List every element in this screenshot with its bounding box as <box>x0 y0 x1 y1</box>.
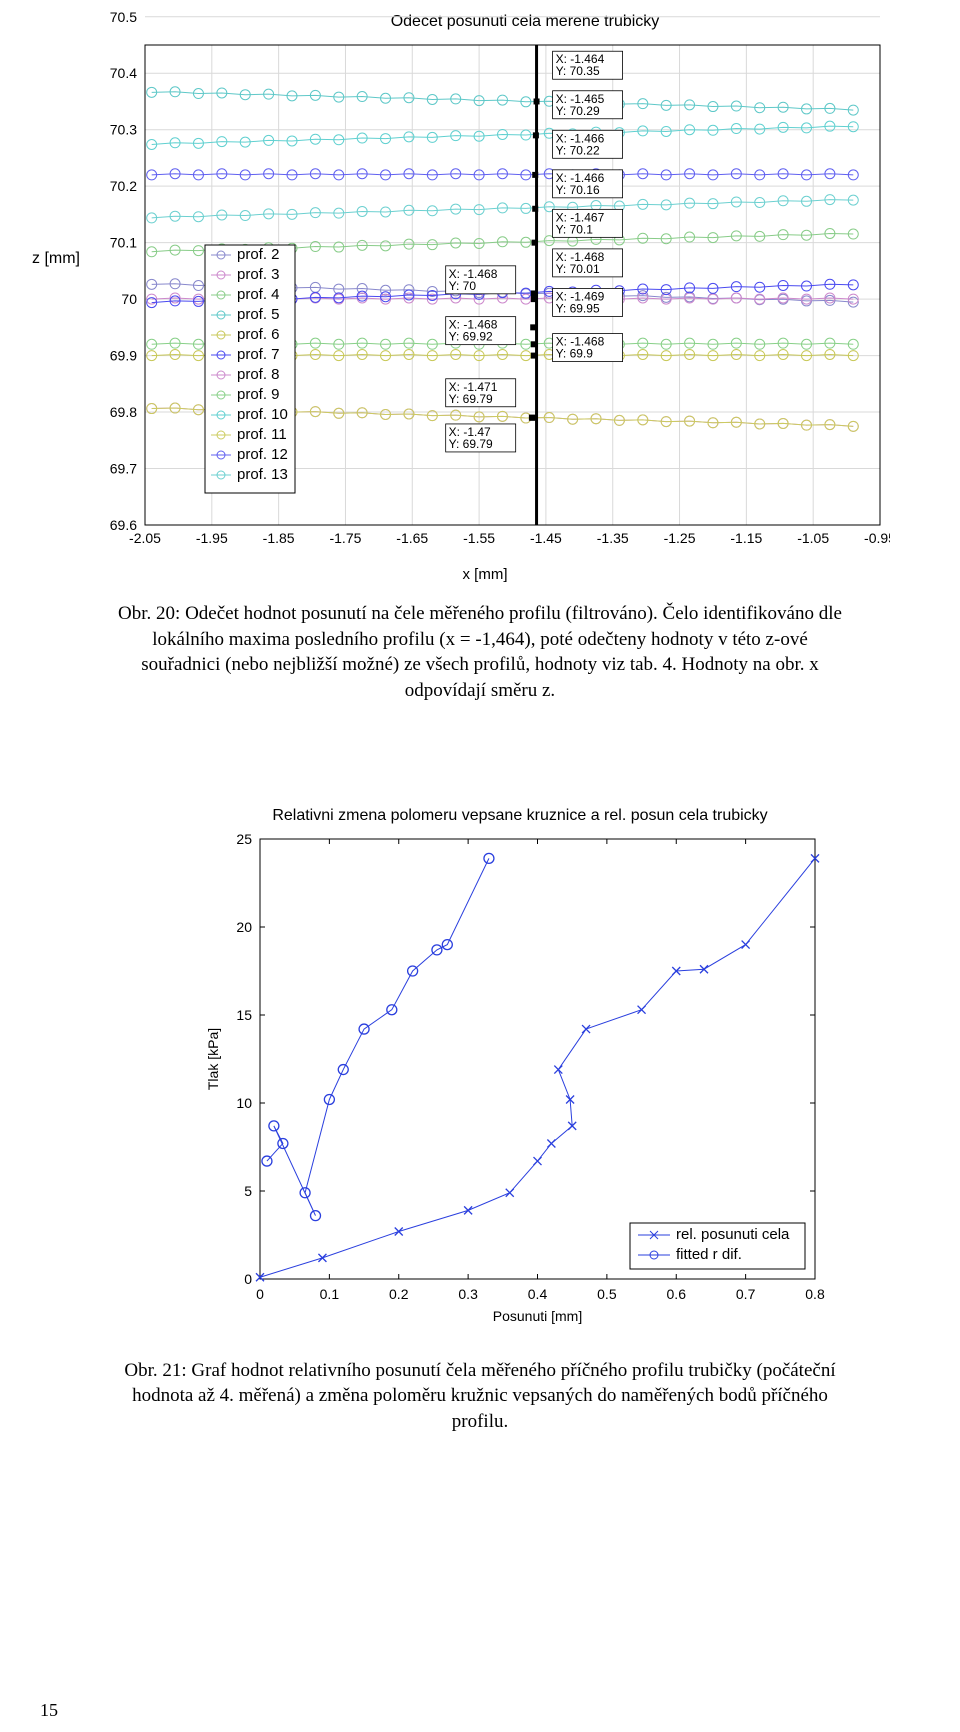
figure1-xlabel: x [mm] <box>80 566 890 583</box>
caption1-text: Odečet hodnot posunutí na čele měřeného … <box>141 603 842 701</box>
svg-text:-1.45: -1.45 <box>530 530 562 546</box>
svg-text:Y: 70: Y: 70 <box>449 279 477 293</box>
svg-text:-1.85: -1.85 <box>263 530 295 546</box>
svg-text:prof. 9: prof. 9 <box>237 386 280 403</box>
svg-text:0.4: 0.4 <box>528 1286 548 1302</box>
svg-text:-0.95: -0.95 <box>864 530 890 546</box>
svg-text:69.9: 69.9 <box>110 348 137 364</box>
svg-text:prof. 8: prof. 8 <box>237 366 280 383</box>
figure-2: Relativni zmena polomeru vepsane kruznic… <box>190 804 830 1334</box>
svg-text:Y: 69.95: Y: 69.95 <box>556 301 600 315</box>
svg-text:70.3: 70.3 <box>110 122 137 138</box>
svg-text:70.5: 70.5 <box>110 10 137 25</box>
svg-text:0.1: 0.1 <box>320 1286 340 1302</box>
svg-text:prof. 5: prof. 5 <box>237 306 280 323</box>
svg-text:69.7: 69.7 <box>110 461 137 477</box>
svg-text:Y: 69.79: Y: 69.79 <box>449 392 493 406</box>
svg-text:69.8: 69.8 <box>110 404 137 420</box>
svg-text:Tlak [kPa]: Tlak [kPa] <box>205 1027 221 1089</box>
page-number: 15 <box>40 1700 58 1721</box>
svg-text:prof. 11: prof. 11 <box>237 426 287 443</box>
svg-text:70.2: 70.2 <box>110 178 137 194</box>
svg-text:Y: 70.16: Y: 70.16 <box>556 183 600 197</box>
svg-text:Y: 69.79: Y: 69.79 <box>449 437 493 451</box>
svg-text:-1.05: -1.05 <box>797 530 829 546</box>
svg-text:Relativni zmena polomeru vepsa: Relativni zmena polomeru vepsane kruznic… <box>272 807 767 824</box>
svg-text:-1.55: -1.55 <box>463 530 495 546</box>
figure2-svg: Relativni zmena polomeru vepsane kruznic… <box>190 804 830 1334</box>
svg-text:70.4: 70.4 <box>110 65 137 81</box>
svg-text:Y: 70.22: Y: 70.22 <box>556 143 600 157</box>
svg-text:Y: 70.01: Y: 70.01 <box>556 262 600 276</box>
svg-text:5: 5 <box>244 1183 252 1199</box>
svg-text:70.1: 70.1 <box>110 235 137 251</box>
svg-text:rel. posunuti cela: rel. posunuti cela <box>676 1226 790 1243</box>
svg-text:prof. 10: prof. 10 <box>237 406 288 423</box>
svg-text:15: 15 <box>236 1007 252 1023</box>
caption-2: Obr. 21: Graf hodnot relativního posunut… <box>115 1358 845 1435</box>
svg-text:-1.65: -1.65 <box>396 530 428 546</box>
svg-text:Posunuti [mm]: Posunuti [mm] <box>493 1308 582 1324</box>
svg-text:25: 25 <box>236 831 252 847</box>
svg-text:Y: 70.35: Y: 70.35 <box>556 64 600 78</box>
svg-text:0.6: 0.6 <box>667 1286 687 1302</box>
svg-text:10: 10 <box>236 1095 252 1111</box>
svg-text:Y: 69.92: Y: 69.92 <box>449 330 493 344</box>
svg-text:prof. 7: prof. 7 <box>237 346 280 363</box>
caption2-prefix: Obr. 21: <box>124 1360 191 1381</box>
svg-text:-1.95: -1.95 <box>196 530 228 546</box>
svg-text:Y: 69.9: Y: 69.9 <box>556 347 594 361</box>
svg-text:69.6: 69.6 <box>110 517 137 533</box>
figure-1: z [mm] Odecet posunuti cela merene trubi… <box>80 0 890 583</box>
svg-text:-1.25: -1.25 <box>664 530 696 546</box>
svg-text:20: 20 <box>236 919 252 935</box>
svg-text:prof. 12: prof. 12 <box>237 446 288 463</box>
svg-text:prof. 2: prof. 2 <box>237 246 280 263</box>
caption1-prefix: Obr. 20: <box>118 603 185 624</box>
svg-text:prof. 4: prof. 4 <box>237 286 280 303</box>
svg-text:0.2: 0.2 <box>389 1286 409 1302</box>
figure1-ylabel: z [mm] <box>32 250 80 268</box>
svg-text:prof. 6: prof. 6 <box>237 326 280 343</box>
svg-text:prof. 13: prof. 13 <box>237 466 288 483</box>
svg-text:0.5: 0.5 <box>597 1286 617 1302</box>
svg-text:-1.75: -1.75 <box>329 530 361 546</box>
svg-text:-1.35: -1.35 <box>597 530 629 546</box>
svg-text:70: 70 <box>121 291 137 307</box>
svg-text:0.7: 0.7 <box>736 1286 756 1302</box>
svg-text:prof. 3: prof. 3 <box>237 266 280 283</box>
svg-text:Y: 70.29: Y: 70.29 <box>556 104 600 118</box>
svg-text:-1.15: -1.15 <box>730 530 762 546</box>
svg-text:Y: 70.1: Y: 70.1 <box>556 222 594 236</box>
svg-text:0.8: 0.8 <box>805 1286 825 1302</box>
svg-text:Odecet posunuti cela merene tr: Odecet posunuti cela merene trubicky <box>391 13 660 30</box>
svg-text:0: 0 <box>244 1271 252 1287</box>
svg-text:fitted r dif.: fitted r dif. <box>676 1246 742 1263</box>
svg-text:0.3: 0.3 <box>458 1286 478 1302</box>
figure1-svg: Odecet posunuti cela merene trubicky-2.0… <box>80 10 890 560</box>
page: z [mm] Odecet posunuti cela merene trubi… <box>0 0 960 1434</box>
svg-text:0: 0 <box>256 1286 264 1302</box>
caption2-text: Graf hodnot relativního posunutí čela mě… <box>132 1360 836 1432</box>
caption-1: Obr. 20: Odečet hodnot posunutí na čele … <box>115 601 845 704</box>
